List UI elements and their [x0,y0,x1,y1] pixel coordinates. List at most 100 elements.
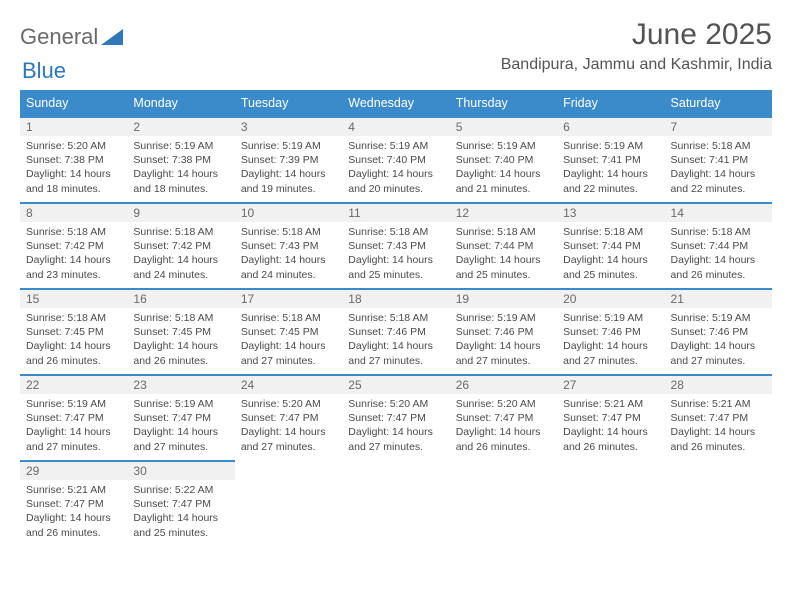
calendar-day-cell: 14Sunrise: 5:18 AMSunset: 7:44 PMDayligh… [665,203,772,289]
daylight-line: Daylight: 14 hours and 27 minutes. [241,339,336,367]
calendar-day-cell [557,461,664,547]
day-number: 24 [235,376,342,394]
day-number: 6 [557,118,664,136]
sunset-line: Sunset: 7:47 PM [26,497,121,511]
daylight-line: Daylight: 14 hours and 27 minutes. [26,425,121,453]
sunrise-line: Sunrise: 5:19 AM [563,139,658,153]
day-number: 7 [665,118,772,136]
day-number: 15 [20,290,127,308]
day-details: Sunrise: 5:21 AMSunset: 7:47 PMDaylight:… [665,394,772,458]
daylight-line: Daylight: 14 hours and 24 minutes. [241,253,336,281]
day-details: Sunrise: 5:18 AMSunset: 7:42 PMDaylight:… [20,222,127,286]
daylight-line: Daylight: 14 hours and 27 minutes. [563,339,658,367]
sunrise-line: Sunrise: 5:20 AM [241,397,336,411]
sunset-line: Sunset: 7:45 PM [241,325,336,339]
daylight-line: Daylight: 14 hours and 22 minutes. [563,167,658,195]
sunrise-line: Sunrise: 5:22 AM [133,483,228,497]
calendar-table: Sunday Monday Tuesday Wednesday Thursday… [20,90,772,547]
daylight-line: Daylight: 14 hours and 25 minutes. [348,253,443,281]
calendar-day-cell [450,461,557,547]
day-details: Sunrise: 5:19 AMSunset: 7:47 PMDaylight:… [20,394,127,458]
sunset-line: Sunset: 7:47 PM [348,411,443,425]
daylight-line: Daylight: 14 hours and 27 minutes. [671,339,766,367]
day-details: Sunrise: 5:18 AMSunset: 7:41 PMDaylight:… [665,136,772,200]
sunset-line: Sunset: 7:42 PM [26,239,121,253]
brand-logo: General [20,18,123,50]
weekday-header: Monday [127,90,234,117]
day-details: Sunrise: 5:18 AMSunset: 7:45 PMDaylight:… [20,308,127,372]
calendar-week-row: 22Sunrise: 5:19 AMSunset: 7:47 PMDayligh… [20,375,772,461]
daylight-line: Daylight: 14 hours and 26 minutes. [671,425,766,453]
weekday-header: Sunday [20,90,127,117]
location-subtitle: Bandipura, Jammu and Kashmir, India [501,56,772,74]
day-number: 22 [20,376,127,394]
sunrise-line: Sunrise: 5:21 AM [671,397,766,411]
day-details: Sunrise: 5:22 AMSunset: 7:47 PMDaylight:… [127,480,234,544]
day-details: Sunrise: 5:18 AMSunset: 7:44 PMDaylight:… [450,222,557,286]
calendar-day-cell: 16Sunrise: 5:18 AMSunset: 7:45 PMDayligh… [127,289,234,375]
calendar-day-cell: 27Sunrise: 5:21 AMSunset: 7:47 PMDayligh… [557,375,664,461]
calendar-day-cell: 23Sunrise: 5:19 AMSunset: 7:47 PMDayligh… [127,375,234,461]
daylight-line: Daylight: 14 hours and 26 minutes. [26,339,121,367]
day-details: Sunrise: 5:18 AMSunset: 7:44 PMDaylight:… [665,222,772,286]
day-number: 30 [127,462,234,480]
day-details: Sunrise: 5:18 AMSunset: 7:44 PMDaylight:… [557,222,664,286]
sunrise-line: Sunrise: 5:19 AM [133,397,228,411]
sunset-line: Sunset: 7:46 PM [456,325,551,339]
day-number: 16 [127,290,234,308]
brand-part1: General [20,24,98,50]
sunset-line: Sunset: 7:42 PM [133,239,228,253]
daylight-line: Daylight: 14 hours and 27 minutes. [456,339,551,367]
calendar-day-cell: 4Sunrise: 5:19 AMSunset: 7:40 PMDaylight… [342,117,449,203]
calendar-day-cell: 20Sunrise: 5:19 AMSunset: 7:46 PMDayligh… [557,289,664,375]
day-number: 13 [557,204,664,222]
sunrise-line: Sunrise: 5:21 AM [563,397,658,411]
sunrise-line: Sunrise: 5:21 AM [26,483,121,497]
daylight-line: Daylight: 14 hours and 27 minutes. [241,425,336,453]
calendar-day-cell: 17Sunrise: 5:18 AMSunset: 7:45 PMDayligh… [235,289,342,375]
sunrise-line: Sunrise: 5:19 AM [456,311,551,325]
sunrise-line: Sunrise: 5:20 AM [348,397,443,411]
sunrise-line: Sunrise: 5:19 AM [563,311,658,325]
day-number: 21 [665,290,772,308]
calendar-day-cell: 15Sunrise: 5:18 AMSunset: 7:45 PMDayligh… [20,289,127,375]
calendar-week-row: 15Sunrise: 5:18 AMSunset: 7:45 PMDayligh… [20,289,772,375]
calendar-day-cell: 25Sunrise: 5:20 AMSunset: 7:47 PMDayligh… [342,375,449,461]
sunset-line: Sunset: 7:47 PM [563,411,658,425]
day-details: Sunrise: 5:19 AMSunset: 7:38 PMDaylight:… [127,136,234,200]
sunset-line: Sunset: 7:45 PM [133,325,228,339]
sunrise-line: Sunrise: 5:18 AM [348,311,443,325]
calendar-day-cell [665,461,772,547]
calendar-day-cell: 2Sunrise: 5:19 AMSunset: 7:38 PMDaylight… [127,117,234,203]
day-number: 19 [450,290,557,308]
day-details: Sunrise: 5:19 AMSunset: 7:46 PMDaylight:… [557,308,664,372]
sunrise-line: Sunrise: 5:18 AM [133,311,228,325]
daylight-line: Daylight: 14 hours and 25 minutes. [456,253,551,281]
daylight-line: Daylight: 14 hours and 20 minutes. [348,167,443,195]
calendar-day-cell: 29Sunrise: 5:21 AMSunset: 7:47 PMDayligh… [20,461,127,547]
day-number: 2 [127,118,234,136]
sunset-line: Sunset: 7:47 PM [671,411,766,425]
sunrise-line: Sunrise: 5:18 AM [133,225,228,239]
day-number: 20 [557,290,664,308]
calendar-day-cell: 5Sunrise: 5:19 AMSunset: 7:40 PMDaylight… [450,117,557,203]
calendar-day-cell: 3Sunrise: 5:19 AMSunset: 7:39 PMDaylight… [235,117,342,203]
sunrise-line: Sunrise: 5:18 AM [26,311,121,325]
calendar-day-cell: 21Sunrise: 5:19 AMSunset: 7:46 PMDayligh… [665,289,772,375]
day-details: Sunrise: 5:18 AMSunset: 7:46 PMDaylight:… [342,308,449,372]
sunset-line: Sunset: 7:41 PM [671,153,766,167]
daylight-line: Daylight: 14 hours and 26 minutes. [26,511,121,539]
calendar-day-cell [235,461,342,547]
calendar-day-cell: 26Sunrise: 5:20 AMSunset: 7:47 PMDayligh… [450,375,557,461]
sunset-line: Sunset: 7:43 PM [241,239,336,253]
sunset-line: Sunset: 7:45 PM [26,325,121,339]
brand-triangle-icon [101,29,123,45]
weekday-header: Friday [557,90,664,117]
daylight-line: Daylight: 14 hours and 27 minutes. [348,339,443,367]
day-number: 4 [342,118,449,136]
day-details: Sunrise: 5:18 AMSunset: 7:43 PMDaylight:… [235,222,342,286]
daylight-line: Daylight: 14 hours and 26 minutes. [563,425,658,453]
day-details: Sunrise: 5:20 AMSunset: 7:47 PMDaylight:… [342,394,449,458]
day-details: Sunrise: 5:19 AMSunset: 7:46 PMDaylight:… [450,308,557,372]
calendar-week-row: 29Sunrise: 5:21 AMSunset: 7:47 PMDayligh… [20,461,772,547]
